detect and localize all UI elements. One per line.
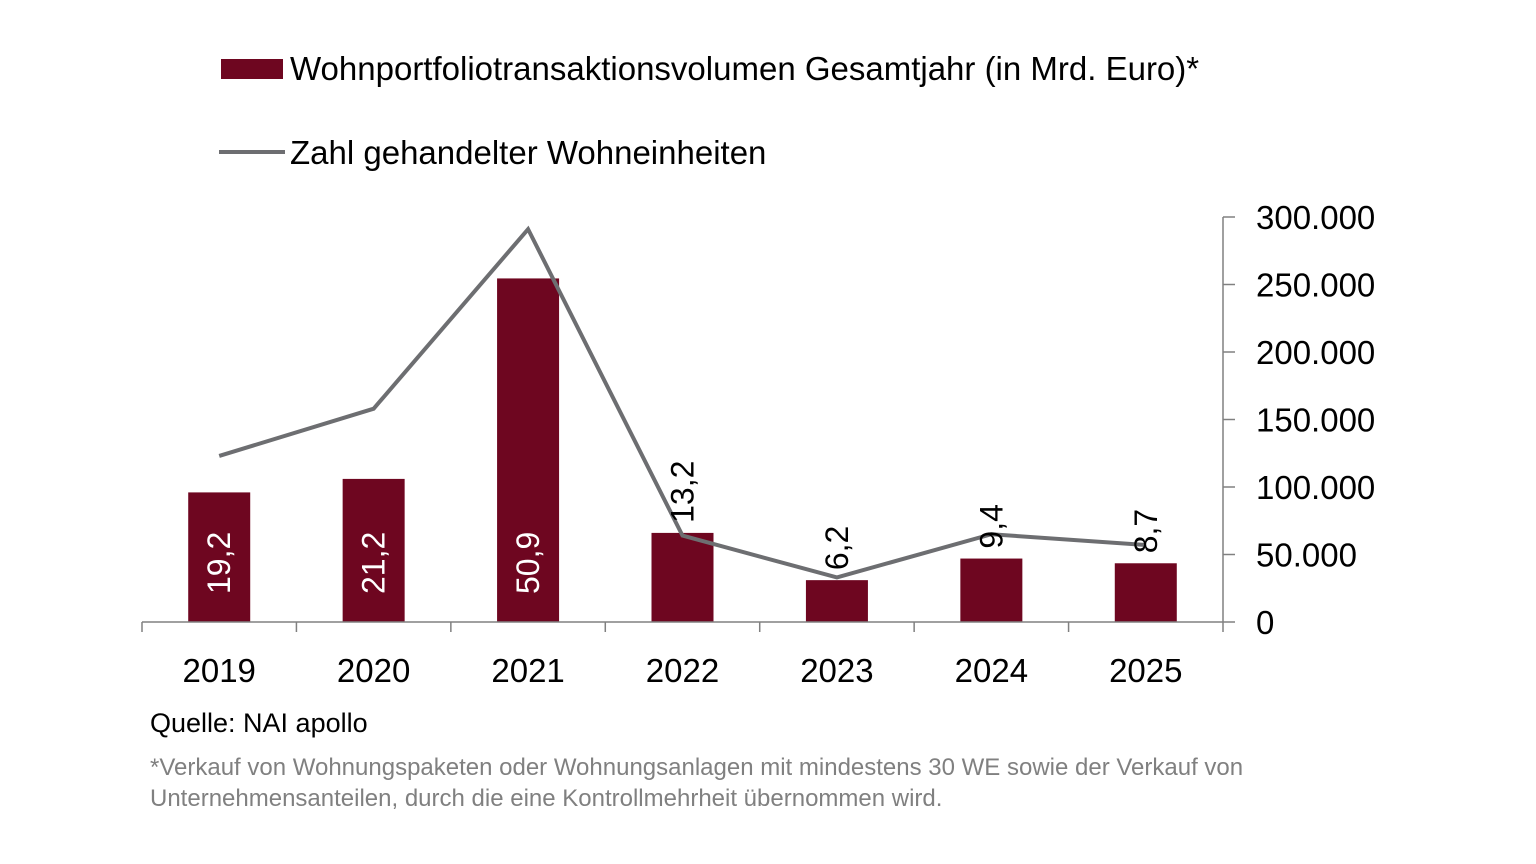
footnote: *Verkauf von Wohnungspaketen oder Wohnun… [150, 754, 1244, 812]
bar-2025 [1114, 563, 1177, 622]
bar-data-label: 8,7 [1128, 509, 1164, 553]
x-tick-label: 2023 [800, 652, 873, 689]
x-tick-label: 2024 [955, 652, 1028, 689]
y2-tick-label: 200.000 [1256, 334, 1375, 371]
legend: Wohnportfoliotransaktionsvolumen Gesamtj… [219, 50, 1199, 171]
bar-data-label: 19,2 [201, 532, 237, 594]
y2-tick-label: 100.000 [1256, 469, 1375, 506]
source-note: Quelle: NAI apollo [150, 708, 368, 738]
legend-label-line: Zahl gehandelter Wohneinheiten [290, 134, 766, 171]
bar-2022 [651, 532, 714, 622]
bar-2020 [342, 478, 405, 622]
bar-data-label: 9,4 [973, 504, 1009, 548]
bar-data-label: 6,2 [819, 526, 855, 570]
y2-tick-label: 0 [1256, 604, 1274, 641]
bar-2019 [188, 492, 251, 622]
bar-2021 [497, 278, 560, 622]
bar-2024 [960, 558, 1023, 622]
y2-tick-label: 300.000 [1256, 199, 1375, 236]
bar-data-label: 50,9 [510, 532, 546, 594]
bar-2023 [805, 580, 868, 622]
bar-data-label: 13,2 [665, 461, 701, 523]
x-tick-label: 2020 [337, 652, 410, 689]
legend-swatch-bar [221, 59, 283, 79]
x-tick-label: 2022 [646, 652, 719, 689]
y2-tick-label: 50.000 [1256, 537, 1357, 574]
x-tick-label: 2021 [491, 652, 564, 689]
bar-data-label: 21,2 [356, 532, 392, 594]
legend-label-bar: Wohnportfoliotransaktionsvolumen Gesamtj… [290, 50, 1199, 87]
x-tick-label: 2025 [1109, 652, 1182, 689]
y2-tick-label: 250.000 [1256, 267, 1375, 304]
y2-tick-label: 150.000 [1256, 402, 1375, 439]
x-tick-label: 2019 [183, 652, 256, 689]
